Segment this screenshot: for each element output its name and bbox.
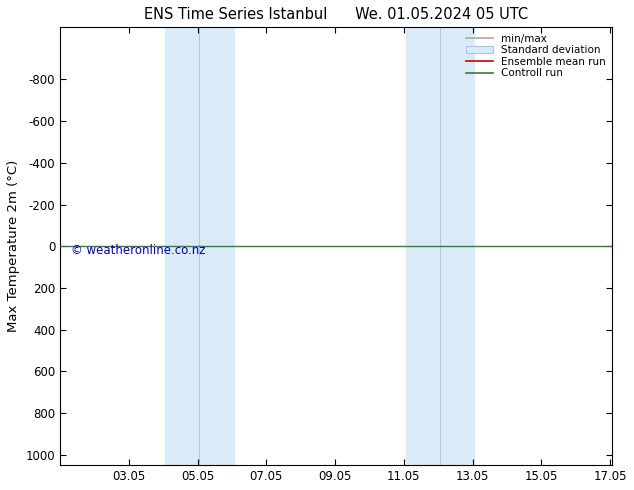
Legend: min/max, Standard deviation, Ensemble mean run, Controll run: min/max, Standard deviation, Ensemble me… bbox=[462, 29, 610, 82]
Bar bbox=[165, 27, 233, 465]
Text: © weatheronline.co.nz: © weatheronline.co.nz bbox=[71, 244, 205, 257]
Bar bbox=[406, 27, 474, 465]
Y-axis label: Max Temperature 2m (°C): Max Temperature 2m (°C) bbox=[7, 160, 20, 332]
Title: ENS Time Series Istanbul      We. 01.05.2024 05 UTC: ENS Time Series Istanbul We. 01.05.2024 … bbox=[144, 7, 528, 22]
